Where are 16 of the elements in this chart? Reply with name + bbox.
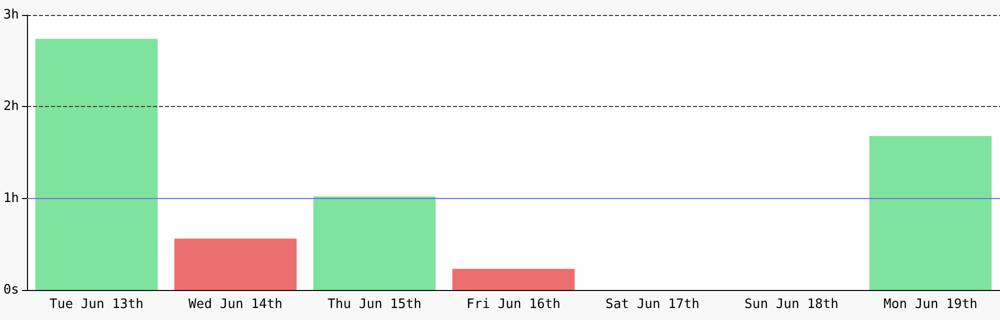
bar	[452, 268, 575, 290]
x-tick-label: Sun Jun 18th	[744, 297, 838, 312]
x-tick-label: Sat Jun 17th	[606, 297, 700, 312]
x-tick-label: Thu Jun 15th	[328, 297, 422, 312]
y-tick-label: 1h	[3, 190, 19, 206]
y-tick-label: 2h	[3, 99, 19, 114]
bar	[35, 38, 158, 290]
bar	[869, 136, 992, 290]
y-tick-label: 3h	[3, 8, 19, 22]
y-tick-label: 0s	[3, 282, 19, 298]
x-tick-label: Tue Jun 13th	[50, 297, 144, 312]
bar	[174, 238, 297, 290]
x-tick-label: Mon Jun 19th	[884, 297, 978, 312]
x-tick-label: Fri Jun 16th	[466, 297, 560, 312]
bar	[313, 196, 436, 290]
x-tick-label: Wed Jun 14th	[188, 297, 282, 312]
